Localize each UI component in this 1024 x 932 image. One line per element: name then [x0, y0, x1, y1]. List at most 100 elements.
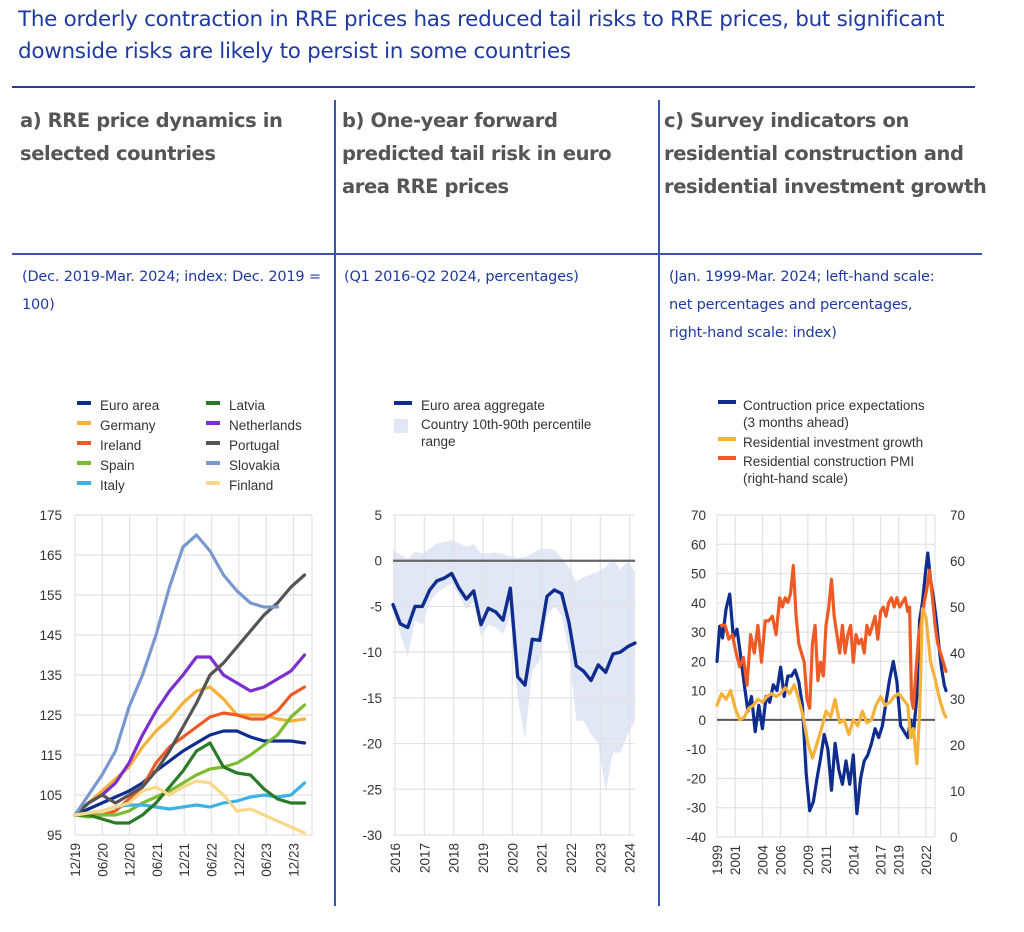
panel-a-legend-swatch — [77, 421, 91, 425]
panel-c-ytick-label: -40 — [686, 830, 706, 845]
panel-c-series-line — [715, 607, 948, 766]
panel-a-legend-swatch — [206, 401, 220, 405]
panel-a-legend-label: Ireland — [100, 438, 141, 453]
panel-c-xtick-label: 2014 — [846, 845, 861, 876]
panel-a-legend-label: Germany — [100, 418, 156, 433]
panel-c-series-line — [715, 551, 948, 816]
panel-a-series-line — [73, 703, 307, 819]
panel-c-y2tick-label: 50 — [950, 600, 965, 615]
panel-b-xtick-label: 2023 — [593, 843, 608, 873]
panel-c-xtick-label: 2009 — [801, 845, 816, 875]
panel-c-legend-label: Contruction price expectations — [743, 398, 925, 413]
panel-c-legend-swatch — [718, 400, 736, 404]
panel-c-xtick-label: 1999 — [710, 845, 725, 875]
panel-b-legend-label: range — [421, 434, 456, 449]
panel-b-legend-swatch-band — [394, 419, 408, 433]
panel-b-xtick-label: 2019 — [476, 843, 491, 873]
panel-b-subtitle: (Q1 2016-Q2 2024, percentages) — [344, 269, 579, 285]
panel-a-legend-swatch — [206, 421, 220, 425]
panel-a-legend-label: Slovakia — [229, 458, 281, 473]
panel-b-ytick-label: -10 — [362, 645, 382, 660]
panel-c-ytick-label: -10 — [686, 742, 706, 757]
panel-a-xtick-label: 12/21 — [177, 843, 192, 877]
panel-b-ytick-label: -20 — [362, 737, 382, 752]
panel-divider-ab — [334, 100, 336, 906]
panel-a-legend-label: Italy — [100, 478, 125, 493]
panel-c-y2tick-label: 20 — [950, 738, 965, 753]
panel-a-legend-swatch — [206, 441, 220, 445]
panel-c-y2tick-label: 40 — [950, 646, 965, 661]
panel-c-ytick-label: 20 — [691, 654, 706, 669]
panel-a-xtick-label: 06/21 — [150, 843, 165, 877]
panel-a-legend-label: Spain — [100, 458, 135, 473]
panel-a-legend-swatch — [206, 481, 220, 485]
panel-a-xtick-label: 06/23 — [259, 843, 274, 877]
panel-c-xtick-label: 2019 — [892, 845, 907, 875]
panel-b-series-line — [391, 571, 637, 687]
panel-a-series-line — [73, 533, 280, 817]
title-rule — [12, 86, 975, 88]
panel-a-ytick-label: 135 — [39, 668, 62, 683]
panel-c-title: c) Survey indicators on residential cons… — [664, 109, 987, 198]
header-divider — [12, 253, 982, 255]
panel-a-legend-swatch — [77, 461, 91, 465]
panel-a-legend-label: Finland — [229, 478, 273, 493]
panel-c-legend-label: (3 months ahead) — [743, 415, 849, 430]
panel-b-percentile-band — [393, 539, 635, 792]
panel-b-ytick-label: -15 — [362, 691, 382, 706]
panel-c-ytick-label: 60 — [691, 537, 706, 552]
panel-a-xtick-label: 12/19 — [68, 843, 83, 877]
panel-a-series-line — [73, 741, 307, 825]
panel-a-legend-label: Portugal — [229, 438, 279, 453]
panel-c-ytick-label: -30 — [686, 801, 706, 816]
panel-c-xtick-label: 2006 — [774, 845, 789, 875]
panel-divider-bc — [658, 100, 660, 906]
panel-b-xtick-label: 2021 — [535, 843, 550, 873]
panel-a-xtick-label: 06/20 — [95, 843, 110, 877]
panel-a-series-line — [73, 573, 307, 817]
panel-c-ytick-label: 40 — [691, 596, 706, 611]
panel-a-legend-swatch — [206, 461, 220, 465]
panel-a-series-line — [73, 685, 307, 817]
panel-b-xtick-label: 2018 — [447, 843, 462, 873]
panel-b-title: b) One-year forward predicted tail risk … — [342, 109, 612, 198]
panel-c-y2tick-label: 70 — [950, 508, 965, 523]
panel-a-ytick-label: 95 — [47, 828, 62, 843]
panel-a-xtick-label: 12/22 — [232, 843, 247, 877]
panel-a-xtick-label: 06/22 — [205, 843, 220, 877]
panel-c-ytick-label: -20 — [686, 771, 706, 786]
panel-c-y2tick-label: 0 — [950, 830, 958, 845]
panel-c-legend-swatch — [718, 456, 736, 460]
panel-b-xtick-label: 2024 — [623, 843, 638, 874]
panel-a-ytick-label: 145 — [39, 628, 62, 643]
panel-a-legend-label: Netherlands — [229, 418, 302, 433]
panel-c-ytick-label: 70 — [691, 508, 706, 523]
main-title: The orderly contraction in RRE prices ha… — [18, 7, 945, 64]
panel-a-legend-swatch — [77, 441, 91, 445]
panel-c-ytick-label: 10 — [691, 684, 706, 699]
panel-b-ytick-label: -30 — [362, 828, 382, 843]
panel-c-y2tick-label: 10 — [950, 784, 965, 799]
panel-b-ytick-label: -25 — [362, 782, 382, 797]
panel-a-series-line — [73, 779, 307, 835]
panel-a-xtick-label: 12/23 — [286, 843, 301, 877]
panel-b-ytick-label: 0 — [374, 554, 382, 569]
panel-a-ytick-label: 115 — [40, 748, 62, 763]
panel-a-legend-swatch — [77, 401, 91, 405]
panel-c-xtick-label: 2011 — [819, 845, 834, 874]
panel-b-legend-swatch-line — [394, 401, 412, 405]
panel-a-legend-label: Latvia — [229, 398, 266, 413]
panel-b-xtick-label: 2016 — [388, 843, 403, 873]
panel-a-legend-label: Euro area — [100, 398, 160, 413]
panel-c-legend-label: Residential construction PMI — [743, 454, 914, 469]
panel-c-xtick-label: 2001 — [728, 845, 743, 875]
panel-b-legend-label: Euro area aggregate — [421, 398, 545, 413]
panel-a-ytick-label: 105 — [39, 788, 62, 803]
panel-a-series-line — [73, 685, 307, 817]
panel-c-y2tick-label: 30 — [950, 692, 965, 707]
panel-c-ytick-label: 30 — [691, 625, 706, 640]
panel-a-series-line — [73, 653, 307, 817]
panel-b-xtick-label: 2020 — [505, 843, 520, 873]
panel-c-legend-swatch — [718, 437, 736, 441]
